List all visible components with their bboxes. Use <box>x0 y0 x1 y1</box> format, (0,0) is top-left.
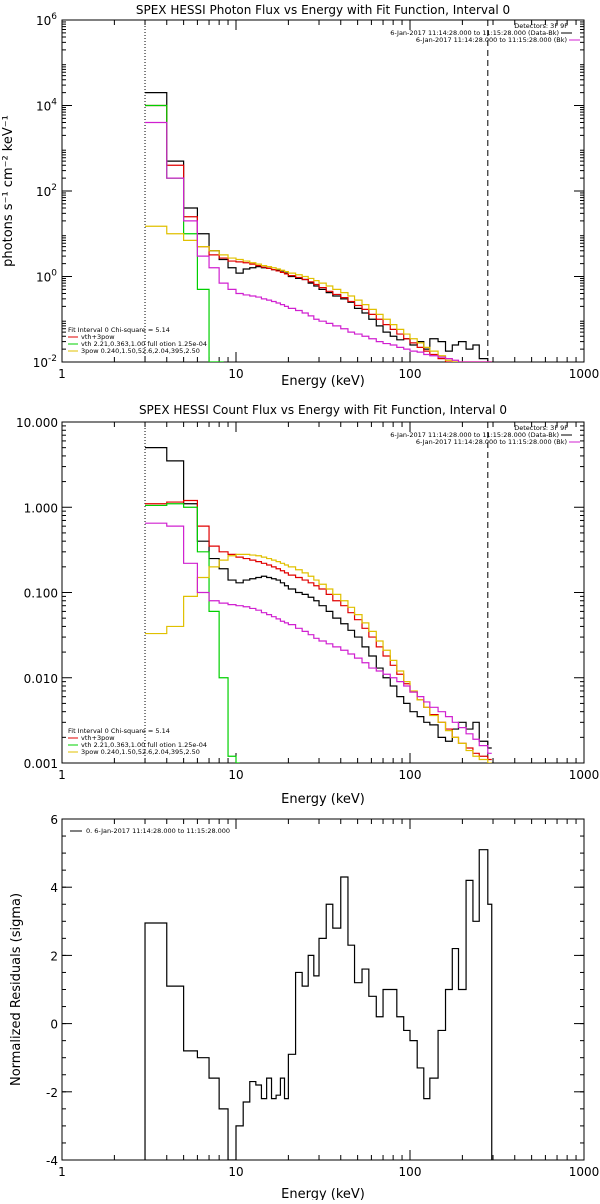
chart-panel-2: SPEX HESSI Count Flux vs Energy with Fit… <box>16 403 599 807</box>
plot-frame <box>61 19 585 363</box>
series-line-1 <box>144 849 493 1160</box>
fit-legend-label: 3pow 0.240,1.50,52.6,2.04,395,2.50 <box>81 748 200 756</box>
chart-title: SPEX HESSI Photon Flux vs Energy with Fi… <box>136 3 510 17</box>
y-axis-label: Normalized Residuals (sigma) <box>9 893 24 1086</box>
x-tick-label: 1000 <box>569 1165 600 1179</box>
legend-header: Detectors: 3F 9F <box>514 22 568 30</box>
fit-legend-header: Fit Interval 0 Chi-square = 5.14 <box>68 727 170 735</box>
fit-legend-header: Fit Interval 0 Chi-square = 5.14 <box>68 326 170 334</box>
y-tick-label: -2 <box>46 1086 58 1100</box>
y-tick-label: 1.000 <box>24 501 58 515</box>
legend-entry-label: 6-Jan-2017 11:14:28.000 to 11:15:28.000 … <box>390 431 559 439</box>
x-tick-label: 100 <box>399 367 422 381</box>
legend-entry-label: 6-Jan-2017 11:14:28.000 to 11:15:28.000 … <box>416 438 567 446</box>
series-line-3 <box>145 503 240 763</box>
series-line-1 <box>145 92 492 362</box>
chart-title: SPEX HESSI Count Flux vs Energy with Fit… <box>139 403 507 417</box>
x-tick-label: 10 <box>228 1165 243 1179</box>
x-tick-label: 10 <box>228 768 243 782</box>
x-tick-label: 1000 <box>569 768 600 782</box>
y-tick-label: 0.001 <box>24 757 58 771</box>
y-tick-label: 0 <box>50 1018 58 1032</box>
x-tick-label: 10 <box>228 367 243 381</box>
y-tick-label: 4 <box>50 881 58 895</box>
y-axis-label: photons s⁻¹ cm⁻² keV⁻¹ <box>1 115 16 267</box>
y-tick-label: -4 <box>46 1154 58 1168</box>
legend-entry-label: 6-Jan-2017 11:14:28.000 to 11:15:28.000 … <box>390 29 559 37</box>
x-tick-label: 1000 <box>569 367 600 381</box>
legend-header: Detectors: 3F 9F <box>514 424 568 432</box>
fit-legend-label: 3pow 0.240,1.50,52.6,2.04,395,2.50 <box>81 347 200 355</box>
y-tick-label: 102 <box>36 183 57 199</box>
x-tick-label: 1 <box>58 1165 66 1179</box>
y-tick-label: 106 <box>36 12 57 28</box>
series-line-1 <box>145 447 492 749</box>
fit-legend-label: vth+3pow <box>81 734 115 742</box>
x-tick-label: 100 <box>399 1165 422 1179</box>
x-axis-label: Energy (keV) <box>281 792 365 807</box>
fit-legend-label: vth 2.21,0.363,1.00 full otion 1.25e-04 <box>81 741 207 749</box>
x-tick-label: 1 <box>58 367 66 381</box>
y-tick-label: 100 <box>36 269 57 285</box>
y-tick-label: 0.010 <box>24 672 58 686</box>
fit-legend-label: vth 2.21,0.363,1.00 full otion 1.25e-04 <box>81 340 207 348</box>
plot-frame <box>61 421 585 764</box>
series-line-3 <box>145 104 224 362</box>
plot-frame <box>61 818 585 1161</box>
series-line-4 <box>145 225 492 362</box>
chart-panel-3: 1 10 100 1000 -4 -2 0 2 4 6 Energy (keV) Normalized… <box>9 813 600 1202</box>
fit-legend-label: vth+3pow <box>81 333 115 341</box>
x-tick-label: 100 <box>399 768 422 782</box>
y-tick-label: 10-2 <box>33 354 57 370</box>
series-line-4 <box>145 553 492 763</box>
series-line-5 <box>145 522 492 754</box>
y-tick-label: 104 <box>36 98 57 114</box>
x-axis-label: Energy (keV) <box>281 1187 365 1200</box>
y-tick-label: 2 <box>50 949 58 963</box>
legend-entry-label: 6-Jan-2017 11:14:28.000 to 11:15:28.000 … <box>416 36 567 44</box>
y-tick-label: 0.100 <box>24 587 58 601</box>
y-tick-label: 6 <box>50 813 58 827</box>
series-line-2 <box>145 104 492 362</box>
x-tick-label: 1 <box>58 768 66 782</box>
series-line-5 <box>145 121 492 362</box>
legend-entry-label: 0. 6-Jan-2017 11:14:28.000 to 11:15:28.0… <box>86 827 230 835</box>
y-tick-label: 10.000 <box>16 416 58 430</box>
x-axis-label: Energy (keV) <box>281 374 365 389</box>
chart-panel-1: SPEX HESSI Photon Flux vs Energy with Fi… <box>1 3 599 389</box>
